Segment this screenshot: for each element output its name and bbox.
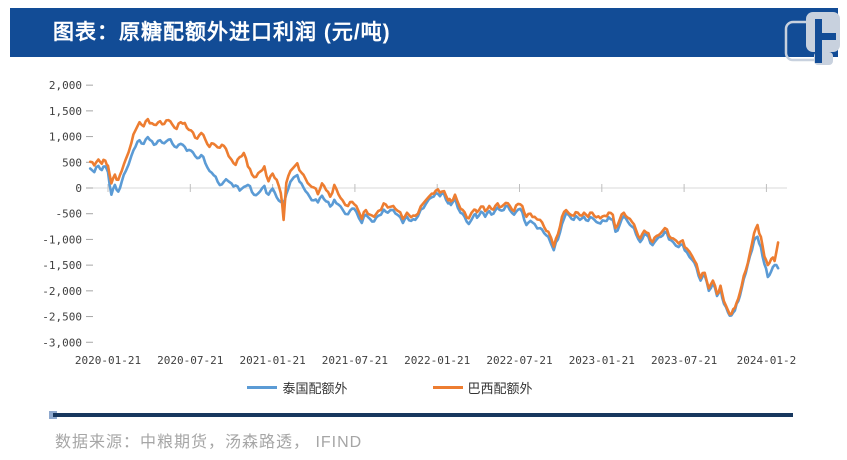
x-tick-label: 2022-01-21: [404, 354, 470, 367]
legend-label: 巴西配额外: [467, 381, 533, 396]
page-title: 图表：原糖配额外进口利润 (元/吨): [53, 21, 391, 44]
x-tick-label: 2023-01-21: [569, 354, 635, 367]
brazil-series-line: [88, 117, 780, 316]
y-tick-label: -3,000: [42, 336, 82, 349]
x-tick-label: 2021-01-21: [239, 354, 305, 367]
y-tick-label: 1,500: [49, 105, 82, 118]
y-tick-label: 0: [75, 182, 82, 195]
x-tick-label: 2024-01-2: [737, 354, 797, 367]
data-source-text: 数据来源：中粮期货，汤森路透， IFIND: [55, 434, 363, 451]
y-tick-label: 500: [62, 156, 82, 169]
legend-item-brazil: 巴西配额外: [432, 378, 533, 397]
y-tick-label: -500: [56, 208, 83, 221]
footer-divider: [53, 413, 793, 417]
y-tick-label: -2,500: [42, 311, 82, 324]
y-tick-label: 2,000: [49, 79, 82, 92]
y-tick-label: -2,000: [42, 285, 82, 298]
y-tick-label: 1,000: [49, 131, 82, 144]
legend-line-swatch: [247, 386, 278, 389]
y-tick-label: -1,500: [42, 259, 82, 272]
legend-line-swatch: [432, 386, 463, 389]
x-tick-label: 2022-07-21: [486, 354, 552, 367]
chart-legend: 泰国配额外 巴西配额外: [0, 378, 780, 397]
profit-line-chart: 2,000 1,500 1,000 500 0 -500 -1,000 -1,500 -2,00…: [42, 79, 797, 367]
legend-label: 泰国配额外: [282, 381, 348, 396]
overlapping-rounded-squares-icon: [784, 12, 840, 65]
y-tick-label: -1,000: [42, 233, 82, 246]
thailand-series-line: [88, 135, 780, 317]
x-tick-label: 2021-07-21: [322, 354, 388, 367]
brand-logo: [778, 10, 844, 72]
header-bar: 图表：原糖配额外进口利润 (元/吨): [10, 8, 838, 57]
x-tick-label: 2020-01-21: [75, 354, 141, 367]
x-tick-label: 2020-07-21: [157, 354, 223, 367]
legend-item-thailand: 泰国配额外: [247, 378, 348, 397]
x-tick-label: 2023-07-21: [651, 354, 717, 367]
chart-area: 2,000 1,500 1,000 500 0 -500 -1,000 -1,500 -2,00…: [30, 72, 847, 400]
